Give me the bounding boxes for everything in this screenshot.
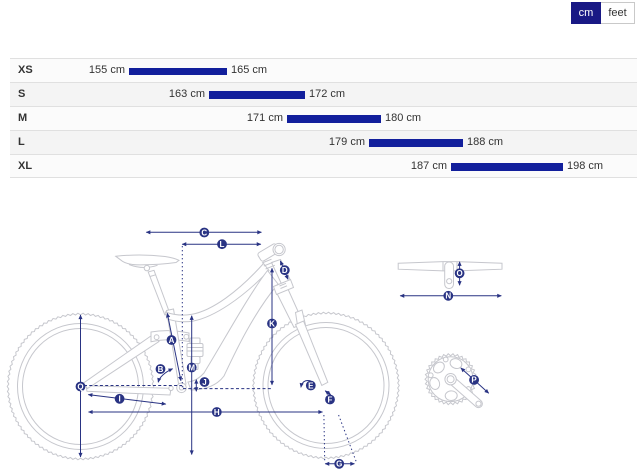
svg-text:Q: Q (77, 382, 83, 391)
svg-text:G: G (336, 460, 342, 469)
svg-text:B: B (158, 365, 164, 374)
svg-text:F: F (328, 395, 333, 404)
svg-text:P: P (471, 376, 477, 385)
svg-text:E: E (308, 381, 314, 390)
svg-text:J: J (202, 378, 206, 387)
svg-text:C: C (201, 228, 207, 237)
svg-text:N: N (445, 292, 451, 301)
svg-text:I: I (118, 395, 120, 404)
svg-text:L: L (220, 240, 225, 249)
svg-text:O: O (456, 269, 462, 278)
svg-text:K: K (269, 319, 275, 328)
svg-text:H: H (214, 408, 220, 417)
svg-text:M: M (188, 363, 195, 372)
svg-text:A: A (169, 336, 175, 345)
svg-text:D: D (282, 266, 288, 275)
